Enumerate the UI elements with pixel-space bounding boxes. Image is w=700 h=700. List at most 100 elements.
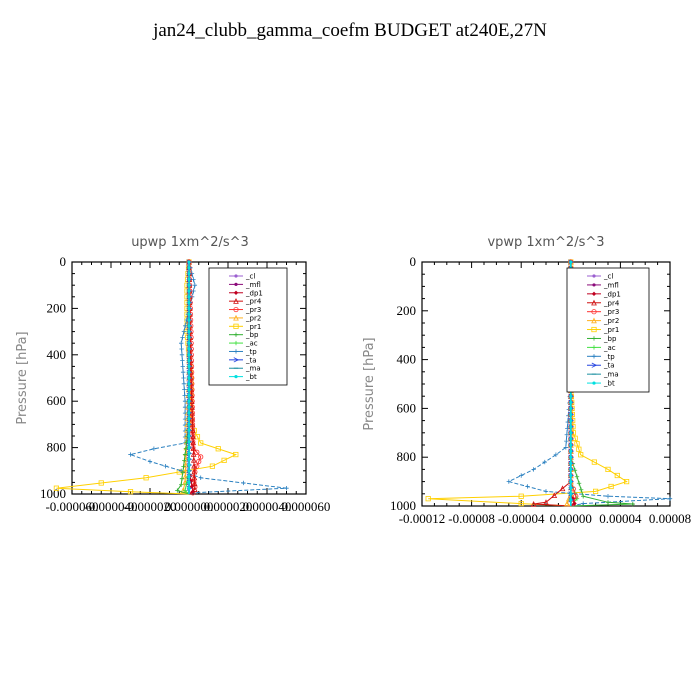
- x-tick-label: -0.000020: [123, 499, 176, 514]
- series-point-bt: [187, 370, 191, 374]
- series-point-bt: [569, 437, 573, 441]
- series-point-pr1: [198, 440, 204, 446]
- series-point-tp: [198, 475, 203, 480]
- series-point-tp: [180, 335, 185, 340]
- series-point-tp: [192, 283, 198, 288]
- series-point-dp1: [190, 489, 196, 494]
- legend-marker: [591, 317, 597, 324]
- series-point-tp: [605, 494, 611, 499]
- legend-marker: [234, 274, 238, 278]
- series-point-bt: [187, 434, 191, 438]
- y-tick-label: 800: [397, 449, 417, 464]
- series-point-bp: [181, 464, 186, 469]
- series-point-bt: [569, 449, 573, 453]
- legend: _cl_mfl_dp1_pr4_pr3_pr2_pr1_bp_ac_tp_ta_…: [208, 267, 288, 386]
- series-point-bt: [569, 406, 573, 410]
- series-point-tp: [181, 381, 187, 386]
- series-point-bt: [187, 451, 191, 455]
- x-tick-label: 0.000020: [204, 499, 253, 514]
- series-point-bp: [574, 474, 580, 479]
- legend-label: _cl: [603, 273, 613, 281]
- series-point-bt: [187, 272, 191, 276]
- series-point-bt: [187, 446, 191, 450]
- series-point-bt: [187, 399, 191, 403]
- series-point-pr4: [191, 468, 198, 475]
- x-tick-label: 0.000040: [243, 499, 292, 514]
- legend: _cl_mfl_dp1_pr4_pr3_pr2_pr1_bp_ac_tp_ta_…: [566, 267, 650, 393]
- y-tick-label: 200: [397, 303, 417, 318]
- series-point-bt: [187, 480, 191, 484]
- series-point-bt: [187, 312, 191, 316]
- legend-box: [566, 267, 650, 393]
- series-point-bt: [187, 277, 191, 281]
- series-point-bt: [569, 400, 573, 404]
- series-point-bt: [569, 473, 573, 478]
- series-point-bt: [569, 443, 573, 447]
- series-point-pr1: [518, 493, 524, 499]
- y-tick-label: 600: [397, 400, 417, 415]
- x-tick-label: -0.00008: [448, 511, 495, 526]
- series-point-bp: [605, 500, 611, 505]
- series-point-pr4: [190, 456, 197, 463]
- series-point-pr1: [518, 500, 524, 507]
- series-point-bt: [187, 428, 191, 432]
- series-point-tp: [667, 496, 673, 501]
- y-tick-label: 0: [410, 254, 417, 269]
- series-point-pr4: [190, 451, 197, 457]
- series-point-bt: [569, 412, 573, 417]
- legend-marker: [591, 362, 598, 368]
- series-point-tp: [563, 445, 569, 450]
- series-point-bp: [578, 487, 584, 492]
- series-point-bt: [187, 382, 191, 386]
- legend-marker: [234, 282, 238, 286]
- legend-label: _ma: [603, 371, 619, 379]
- series-point-bt: [187, 422, 191, 426]
- legend-label: _cl: [245, 273, 255, 281]
- series-point-tp: [128, 452, 133, 457]
- series-point-tp: [519, 473, 524, 478]
- series-point-bt: [187, 283, 191, 287]
- legend-label: _ta: [245, 356, 257, 364]
- y-tick-label: 1000: [390, 498, 416, 513]
- legend-label: _mfl: [603, 281, 619, 289]
- series-point-pr3: [194, 463, 200, 469]
- legend-label: _pr1: [245, 323, 261, 331]
- series-point-bt: [187, 318, 191, 322]
- series-point-bt: [187, 475, 191, 479]
- y-tick-label: 400: [397, 352, 417, 367]
- series-point-tp: [182, 399, 188, 404]
- series-point-bp: [182, 458, 187, 463]
- series-point-pr1: [215, 446, 221, 452]
- series-point-pr3: [198, 454, 204, 460]
- series-point-tp: [179, 352, 185, 357]
- series-point-bt: [187, 486, 191, 490]
- series-point-tp: [581, 501, 586, 506]
- series-point-bt: [187, 469, 191, 473]
- series-point-bt: [187, 417, 191, 421]
- series-point-tp: [181, 375, 186, 381]
- legend-label: _ac: [245, 340, 258, 348]
- series-point-bt: [187, 289, 191, 293]
- y-tick-label: 800: [47, 440, 67, 455]
- series-point-bt: [187, 301, 191, 305]
- series-point-bt: [569, 461, 573, 465]
- series-point-bt: [187, 388, 191, 392]
- series-point-pr4: [189, 421, 196, 428]
- x-tick-label: -0.00004: [498, 511, 545, 526]
- legend-label: _bp: [603, 335, 617, 343]
- series-point-tp: [147, 459, 153, 464]
- series-point-tp: [531, 467, 536, 472]
- series-point-bp: [180, 470, 185, 475]
- series-point-pr4: [190, 445, 197, 451]
- legend-label: _pr3: [603, 308, 619, 316]
- series-point-bt: [187, 324, 191, 328]
- series-point-bp: [630, 501, 635, 507]
- y-tick-label: 200: [47, 300, 67, 315]
- series-point-bt: [569, 480, 573, 484]
- legend-marker: [233, 290, 239, 295]
- series-point-tp: [542, 459, 547, 465]
- legend-marker: [591, 326, 597, 333]
- series-point-tp: [506, 479, 511, 484]
- series-point-bt: [187, 295, 191, 299]
- legend-label: _tp: [603, 353, 615, 361]
